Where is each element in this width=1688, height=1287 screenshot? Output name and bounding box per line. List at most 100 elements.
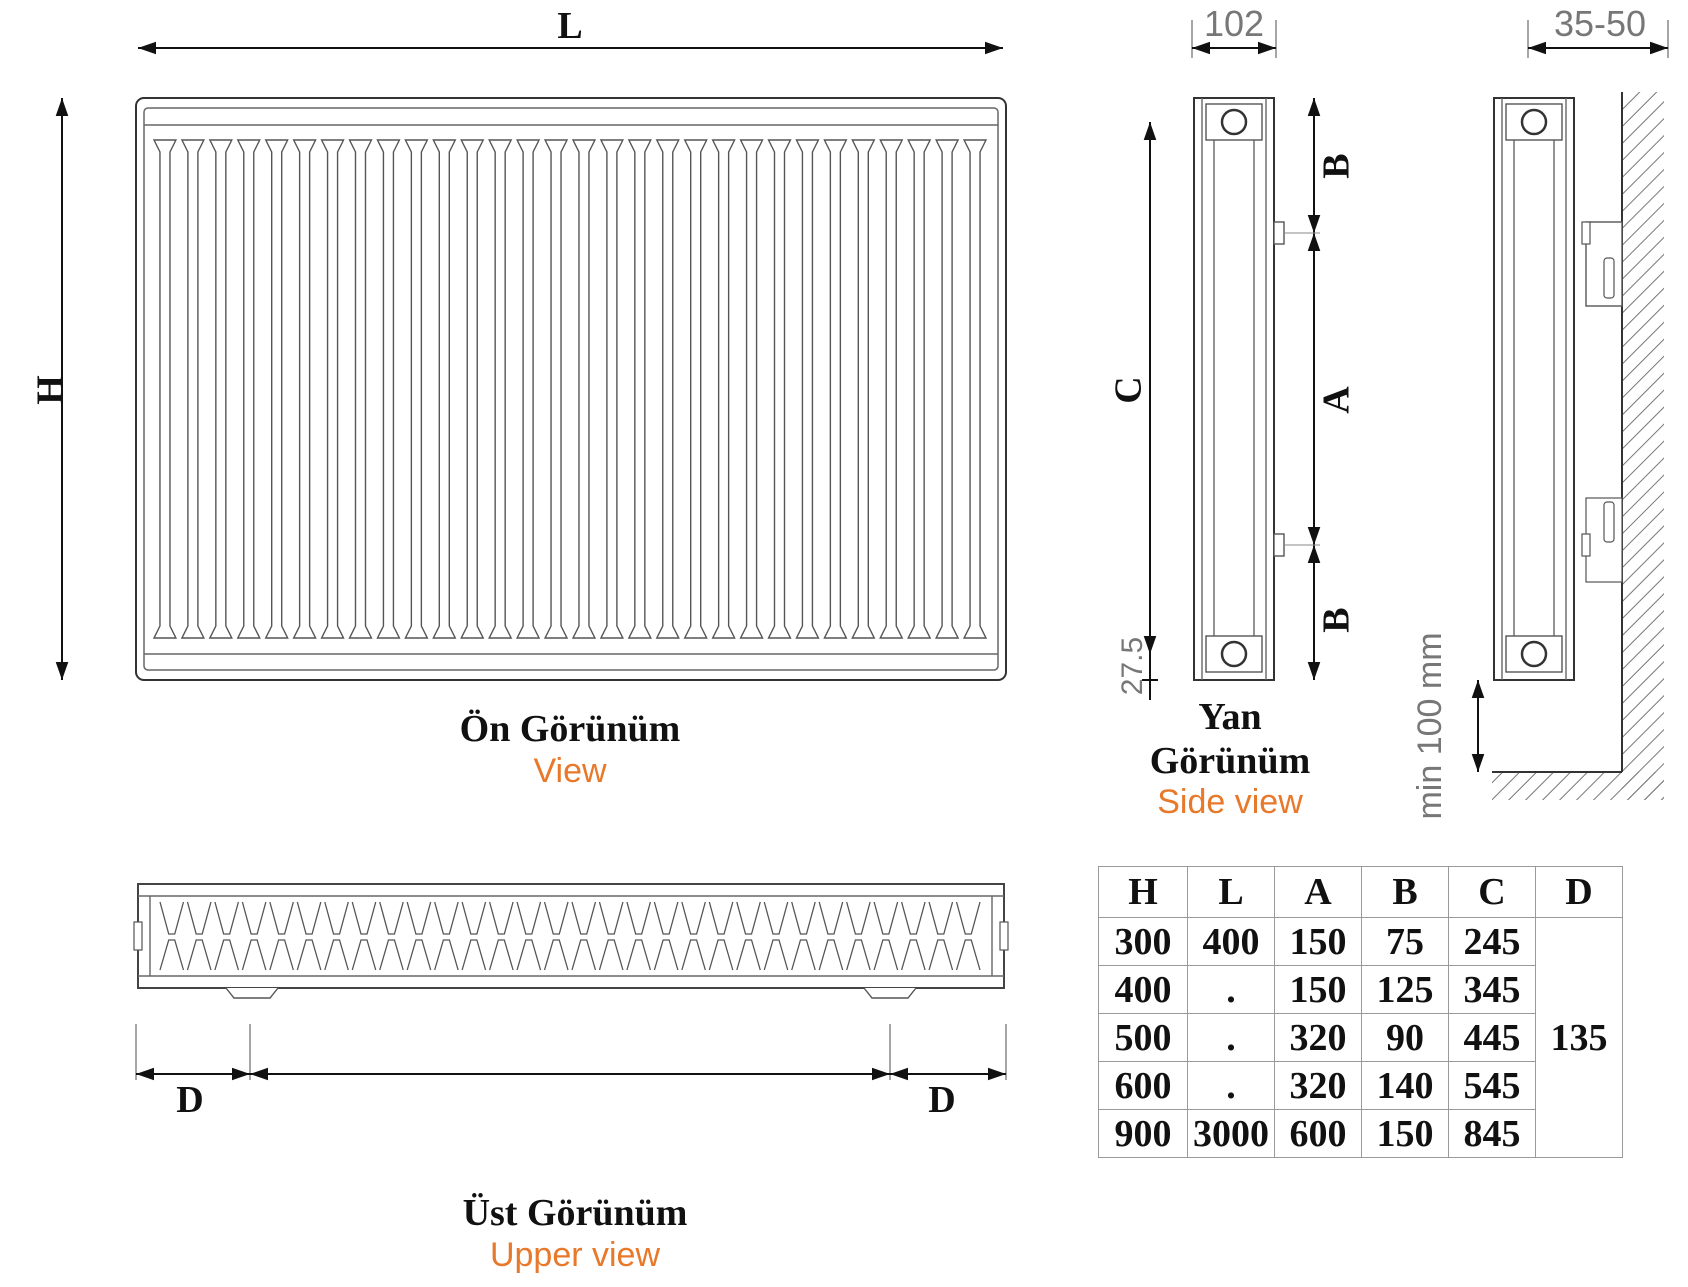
front-fin xyxy=(460,139,485,639)
front-fin xyxy=(907,139,932,639)
d-right-label: D xyxy=(928,1079,955,1121)
top-fin xyxy=(241,901,267,971)
bottom-bracket xyxy=(1273,533,1285,557)
cell-c: 845 xyxy=(1448,1109,1536,1158)
top-fin xyxy=(928,901,954,971)
height-label: H xyxy=(30,375,72,405)
cell-l: . xyxy=(1187,1013,1275,1062)
cell-l: . xyxy=(1187,965,1275,1014)
min-clearance-label: min 100 mm xyxy=(1411,632,1449,819)
top-panel-outline xyxy=(137,883,1005,989)
length-label: L xyxy=(557,5,582,47)
cell-c: 545 xyxy=(1448,1061,1536,1110)
top-bracket xyxy=(1273,221,1285,245)
front-caption-en: View xyxy=(533,751,607,790)
front-fin xyxy=(432,139,457,639)
top-fin xyxy=(434,901,459,971)
top-view-caption: Üst Görünüm Upper view xyxy=(420,1192,730,1275)
top-fin xyxy=(296,901,322,971)
top-fin xyxy=(269,901,294,971)
top-fin xyxy=(406,901,432,971)
front-fin xyxy=(795,139,820,639)
wall-hatching xyxy=(1622,92,1664,800)
top-fin xyxy=(873,901,899,971)
cell-b: 75 xyxy=(1361,917,1449,966)
top-fin xyxy=(846,901,871,971)
c-label: C xyxy=(1108,376,1150,403)
front-fin xyxy=(683,139,708,639)
front-fin xyxy=(627,139,652,639)
table-row: 300 400 150 75 245 135 xyxy=(1098,917,1623,1158)
wall-top-pipe xyxy=(1520,108,1548,136)
front-fin xyxy=(208,139,233,639)
top-caption-en: Upper view xyxy=(489,1235,661,1274)
front-fin xyxy=(543,139,569,639)
top-fin xyxy=(736,901,761,971)
front-fin xyxy=(292,139,317,639)
front-fin xyxy=(180,139,205,639)
top-fin xyxy=(516,901,542,971)
top-fin xyxy=(653,901,679,971)
top-fin xyxy=(955,901,981,971)
front-fin xyxy=(152,139,178,639)
cell-c: 345 xyxy=(1448,965,1536,1014)
wall-bottom-pipe xyxy=(1520,640,1548,668)
top-pipe-connection xyxy=(1220,108,1248,136)
header-h: H xyxy=(1098,866,1188,918)
cell-c: 445 xyxy=(1448,1013,1536,1062)
top-fin xyxy=(186,901,212,971)
top-fin xyxy=(488,901,514,971)
top-left-foot xyxy=(225,987,279,999)
cell-d-merged: 135 xyxy=(1535,917,1623,1158)
front-view: L H xyxy=(30,5,1007,681)
top-fin xyxy=(159,901,185,971)
cell-h: 300 xyxy=(1098,917,1188,966)
front-panel-inner xyxy=(143,107,999,671)
side-view: 102 C 27.5 B A B xyxy=(1108,3,1358,700)
top-view: D D xyxy=(133,883,1009,1121)
top-convector-fins xyxy=(159,901,981,971)
front-fin xyxy=(962,139,988,639)
top-fin xyxy=(351,901,377,971)
cell-h: 900 xyxy=(1098,1109,1188,1158)
top-fin xyxy=(818,901,844,971)
table-row: 500 . 320 90 445 xyxy=(1098,1013,1623,1062)
cell-a: 320 xyxy=(1274,1013,1362,1062)
specification-table: H L A B C D 300 400 150 75 245 135 400 .… xyxy=(1098,866,1623,1158)
front-fin xyxy=(320,139,345,639)
top-fin xyxy=(900,901,926,971)
front-fin xyxy=(935,139,960,639)
table-row: 900 3000 600 150 845 xyxy=(1098,1109,1623,1158)
front-fin xyxy=(879,139,904,639)
b-top-label: B xyxy=(1316,153,1358,178)
side-caption-tr-1: Yan xyxy=(1198,696,1262,738)
b-bottom-label: B xyxy=(1316,607,1358,632)
front-panel-outer xyxy=(135,97,1007,681)
front-fin xyxy=(739,139,764,639)
d-left-label: D xyxy=(176,1079,203,1121)
front-fin xyxy=(376,139,401,639)
top-fin xyxy=(708,901,734,971)
top-fin xyxy=(681,901,706,971)
front-fin xyxy=(851,139,876,639)
side-panel-body xyxy=(1193,97,1275,681)
cell-b: 140 xyxy=(1361,1061,1449,1110)
header-l: L xyxy=(1187,866,1275,918)
cell-b: 125 xyxy=(1361,965,1449,1014)
top-fin xyxy=(791,901,816,971)
cell-h: 500 xyxy=(1098,1013,1188,1062)
cell-b: 150 xyxy=(1361,1109,1449,1158)
cell-a: 150 xyxy=(1274,917,1362,966)
front-view-caption: Ön Görünüm View xyxy=(420,708,720,791)
front-fin xyxy=(767,139,792,639)
depth-label: 102 xyxy=(1204,3,1264,44)
top-right-foot xyxy=(863,987,917,999)
top-fin xyxy=(626,901,652,971)
front-convector-fins xyxy=(152,139,988,639)
cell-l: . xyxy=(1187,1061,1275,1110)
bottom-pipe-connection xyxy=(1220,640,1248,668)
front-fin xyxy=(711,139,736,639)
cell-b: 90 xyxy=(1361,1013,1449,1062)
